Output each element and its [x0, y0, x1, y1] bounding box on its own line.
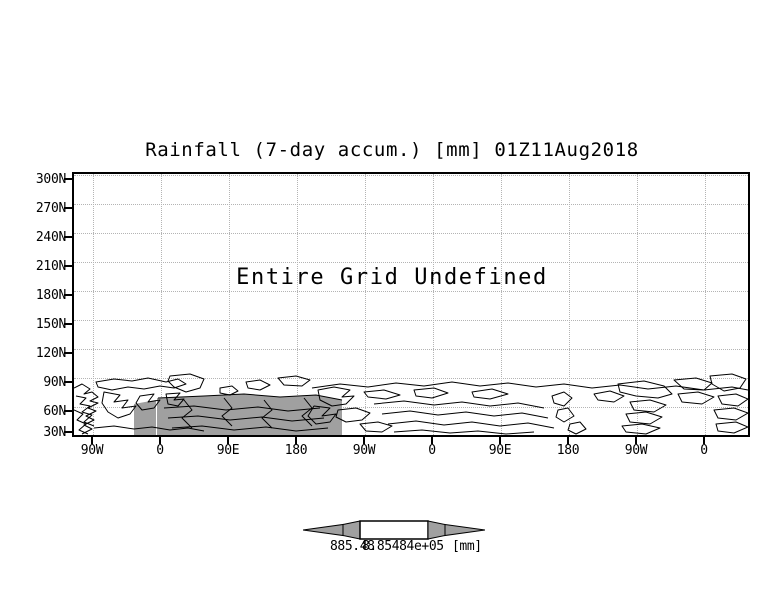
gridline-vertical [569, 174, 570, 435]
gridline-vertical [229, 174, 230, 435]
gridline-vertical [161, 174, 162, 435]
y-tick-label: 240N [35, 230, 66, 245]
colorbar-high-label: 8.85484e+05 [362, 539, 444, 554]
gridline-horizontal [74, 349, 748, 350]
y-tick-mark [64, 236, 72, 238]
gridline-vertical [501, 174, 502, 435]
colorbar-mid-box [359, 520, 429, 540]
y-tick-mark [64, 410, 72, 412]
x-tick-label: 0 [700, 443, 708, 458]
x-tick-label: 90W [624, 443, 648, 458]
colorbar-low-extend [302, 523, 344, 537]
x-tick-mark [227, 437, 229, 444]
y-tick-label: 300N [35, 172, 66, 187]
x-tick-label: 180 [556, 443, 580, 458]
y-tick-label: 60N [43, 404, 66, 419]
x-tick-label: 90W [80, 443, 104, 458]
x-tick-mark [499, 437, 501, 444]
x-tick-label: 0 [428, 443, 436, 458]
gridline-horizontal [74, 320, 748, 321]
y-tick-mark [64, 294, 72, 296]
y-tick-mark [64, 381, 72, 383]
gridline-horizontal [74, 262, 748, 263]
y-tick-label: 30N [43, 425, 66, 440]
x-tick-mark [431, 437, 433, 444]
y-tick-label: 270N [35, 201, 66, 216]
gridline-horizontal [74, 175, 748, 176]
colorbar-labels: 885.48 8.85484e+05 [mm] [0, 539, 784, 557]
plot-area [72, 172, 750, 437]
gridline-horizontal [74, 291, 748, 292]
colorbar-units-label: [mm] [452, 539, 482, 554]
x-tick-mark [567, 437, 569, 444]
y-tick-mark [64, 265, 72, 267]
x-tick-mark [703, 437, 705, 444]
x-tick-label: 180 [284, 443, 308, 458]
gridline-horizontal [74, 233, 748, 234]
colorbar-low-label: 885.48 [330, 539, 375, 554]
y-tick-label: 120N [35, 346, 66, 361]
gridline-horizontal [74, 204, 748, 205]
y-tick-label: 150N [35, 317, 66, 332]
page-title: Rainfall (7-day accum.) [mm] 01Z11Aug201… [145, 139, 639, 161]
gridline-vertical [365, 174, 366, 435]
y-tick-mark [64, 178, 72, 180]
gridline-vertical [637, 174, 638, 435]
coastline-map [74, 370, 748, 435]
y-tick-mark [64, 431, 72, 433]
gridline-horizontal [74, 407, 748, 408]
y-tick-mark [64, 352, 72, 354]
gridline-vertical [297, 174, 298, 435]
x-tick-mark [159, 437, 161, 444]
colorbar [302, 519, 486, 541]
y-tick-label: 210N [35, 259, 66, 274]
x-tick-label: 0 [156, 443, 164, 458]
gridline-horizontal [74, 378, 748, 379]
x-tick-mark [295, 437, 297, 444]
undefined-grid-message: Entire Grid Undefined [236, 265, 548, 290]
y-tick-mark [64, 323, 72, 325]
gridline-vertical [433, 174, 434, 435]
x-tick-mark [363, 437, 365, 444]
colorbar-high-extend [444, 523, 486, 537]
gridline-vertical [705, 174, 706, 435]
gridline-vertical [93, 174, 94, 435]
x-tick-label: 90E [488, 443, 512, 458]
x-tick-mark [91, 437, 93, 444]
y-tick-mark [64, 207, 72, 209]
x-tick-label: 90E [216, 443, 240, 458]
x-tick-label: 90W [352, 443, 376, 458]
y-tick-label: 90N [43, 375, 66, 390]
x-tick-mark [635, 437, 637, 444]
y-tick-label: 180N [35, 288, 66, 303]
